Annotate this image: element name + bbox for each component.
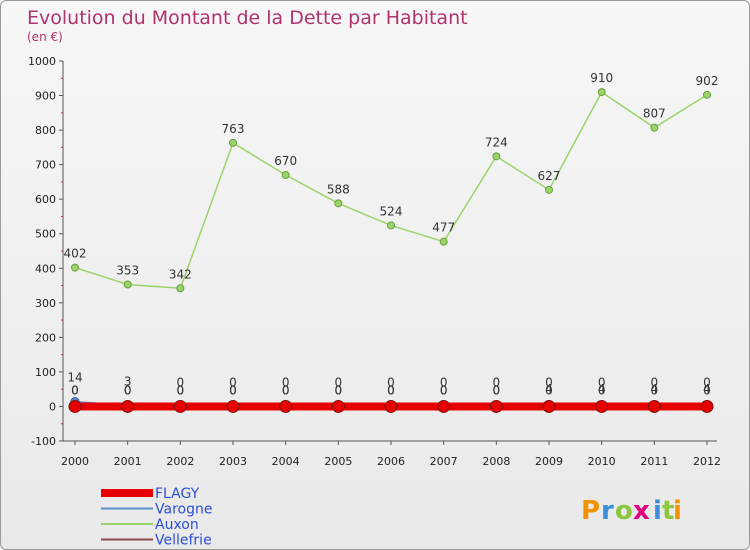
logo-letter: o xyxy=(615,496,633,526)
series-line-auxon xyxy=(75,92,707,288)
x-tick-label: 2008 xyxy=(482,455,510,468)
data-label: 0 xyxy=(177,383,185,397)
data-point xyxy=(704,91,711,98)
series-layer xyxy=(69,89,713,413)
x-tick-label: 2002 xyxy=(166,455,194,468)
legend-label-vellefrie: Vellefrie xyxy=(155,533,212,549)
data-point xyxy=(335,200,342,207)
data-label: 353 xyxy=(116,264,139,278)
data-label: 0 xyxy=(440,383,448,397)
y-tick-label: 100 xyxy=(35,366,56,379)
data-label: 0 xyxy=(124,383,132,397)
legend-label-auxon: Auxon xyxy=(155,517,199,533)
data-label: 342 xyxy=(169,267,192,281)
data-point xyxy=(230,139,237,146)
y-tick-label: 0 xyxy=(49,400,56,413)
data-point xyxy=(596,400,608,412)
data-point xyxy=(280,400,292,412)
data-label: 524 xyxy=(380,204,403,218)
data-label: 902 xyxy=(696,74,719,88)
y-tick-label: 900 xyxy=(35,90,56,103)
logo-letter: i xyxy=(673,496,682,526)
x-tick-label: 2006 xyxy=(377,455,405,468)
data-label: 0 xyxy=(282,383,290,397)
x-tick-label: 2001 xyxy=(114,455,142,468)
x-tick-label: 2009 xyxy=(535,455,563,468)
data-point xyxy=(493,153,500,160)
y-tick-label: 400 xyxy=(35,262,56,275)
data-point xyxy=(124,281,131,288)
y-tick-label: 300 xyxy=(35,297,56,310)
logo-letter: i xyxy=(653,496,662,526)
data-label: 588 xyxy=(327,182,350,196)
data-label: 477 xyxy=(432,221,455,235)
data-label: 4 xyxy=(703,382,711,396)
data-point xyxy=(72,264,79,271)
data-point xyxy=(227,400,239,412)
x-tick-label: 2007 xyxy=(430,455,458,468)
chart-title: Evolution du Montant de la Dette par Hab… xyxy=(27,7,468,29)
y-tick-label: 800 xyxy=(35,124,56,137)
line-chart: Evolution du Montant de la Dette par Hab… xyxy=(1,1,749,549)
data-point xyxy=(543,400,555,412)
data-point xyxy=(438,400,450,412)
y-tick-label: 1000 xyxy=(28,55,56,68)
y-tick-label: -100 xyxy=(31,435,56,448)
x-tick-label: 2005 xyxy=(324,455,352,468)
x-tick-label: 2000 xyxy=(61,455,89,468)
x-tick-label: 2012 xyxy=(693,455,721,468)
y-tick-label: 700 xyxy=(35,159,56,172)
legend-label-varogne: Varogne xyxy=(155,502,212,518)
data-label: 0 xyxy=(493,383,501,397)
data-label: 4 xyxy=(545,382,553,396)
legend-label-flagy: FLAGY xyxy=(155,486,200,502)
y-tick-label: 500 xyxy=(35,228,56,241)
data-point xyxy=(440,238,447,245)
data-point xyxy=(332,400,344,412)
data-label: 670 xyxy=(274,154,297,168)
data-point xyxy=(174,400,186,412)
y-tick-label: 600 xyxy=(35,193,56,206)
data-label: 910 xyxy=(590,71,613,85)
data-point xyxy=(122,400,134,412)
logo-letter: r xyxy=(601,496,614,526)
data-point xyxy=(546,186,553,193)
logo-letter: x xyxy=(633,496,650,526)
x-tick-label: 2003 xyxy=(219,455,247,468)
data-label: 763 xyxy=(222,122,245,136)
logo-letter: P xyxy=(581,496,600,526)
data-point xyxy=(648,400,660,412)
chart-subtitle: (en €) xyxy=(27,30,63,44)
data-label: 724 xyxy=(485,135,508,149)
data-point xyxy=(69,400,81,412)
data-label: 0 xyxy=(229,383,237,397)
x-tick-label: 2010 xyxy=(588,455,616,468)
x-tick-label: 2004 xyxy=(272,455,300,468)
data-label: 627 xyxy=(538,169,561,183)
data-label: 402 xyxy=(64,247,87,261)
data-label: 0 xyxy=(387,383,395,397)
data-label: 0 xyxy=(335,383,343,397)
chart-frame: Evolution du Montant de la Dette par Hab… xyxy=(0,0,750,550)
data-label: 4 xyxy=(651,382,659,396)
data-label: 807 xyxy=(643,107,666,121)
y-tick-label: 200 xyxy=(35,331,56,344)
data-point xyxy=(282,172,289,179)
data-point xyxy=(598,89,605,96)
data-point xyxy=(388,222,395,229)
data-point xyxy=(490,400,502,412)
data-point xyxy=(177,285,184,292)
data-label: 4 xyxy=(598,382,606,396)
data-label: 0 xyxy=(71,383,79,397)
data-point xyxy=(651,124,658,131)
x-tick-label: 2011 xyxy=(640,455,668,468)
data-point xyxy=(701,400,713,412)
data-point xyxy=(385,400,397,412)
